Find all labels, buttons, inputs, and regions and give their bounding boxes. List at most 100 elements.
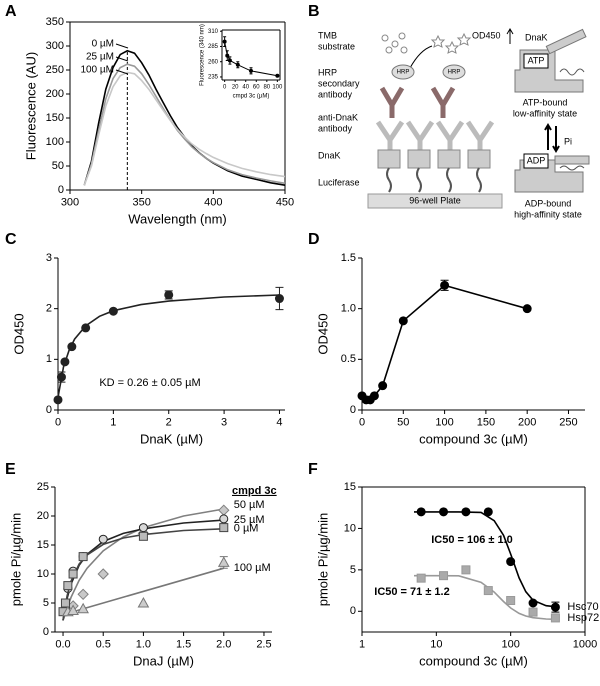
marker [77,588,89,601]
x-tick-label: 50 [397,417,409,429]
annotation: IC50 = 71 ± 1.2 [374,586,449,598]
diagram-label: antibody [318,123,353,133]
diagram-label: secondary [318,78,360,88]
panel-label: D [308,231,320,248]
y-tick-label: 15 [37,539,49,551]
x-tick-label: 0 [55,417,61,429]
x-tick-label: 0 [359,417,365,429]
marker [416,573,426,583]
hrp [442,64,466,80]
x-tick-label: 400 [204,197,222,209]
substrate [385,46,393,54]
x-tick-label: 250 [559,417,577,429]
substrate [398,32,406,40]
plate [367,193,503,209]
y-tick-label: 285 [208,44,219,50]
legend-title: cmpd 3c [232,485,277,497]
y-tick-label: 1.5 [341,252,356,264]
diagram-label: substrate [318,41,355,51]
legend-label: 0 µM [92,39,114,50]
panel-label: F [308,461,318,478]
legend-leader [115,56,129,62]
y-tick-label: 0.5 [341,353,356,365]
marker [108,306,118,316]
x-axis-label: compound 3c (µM) [419,431,528,446]
arrow [506,28,514,44]
x-axis-label: Wavelength (nm) [128,211,227,226]
diagram-label: Pi [564,136,572,146]
diagram-label: Luciferase [318,177,360,187]
x-tick-label: 0 [223,84,227,90]
product [444,40,460,54]
atp-box [523,53,549,69]
legend-label: Hsp72 [567,612,599,624]
diagram-label: HRP [397,70,410,76]
x-tick-label: 20 [232,84,239,90]
y-axis-label: pmole Pi/µg/min [315,513,330,606]
panel-label: C [5,231,17,248]
marker [138,523,148,533]
marker [68,569,78,579]
x-tick-label: 1 [359,639,365,651]
marker [67,604,79,616]
marker [219,514,229,524]
panel-label: A [5,3,17,20]
y-axis-label: Fluorescence (340 nm) [200,24,206,86]
x-tick-label: 350 [132,197,150,209]
x-tick-label: 150 [477,417,495,429]
legend-label: 50 µM [234,499,265,511]
diagram-label: HRP [318,67,337,77]
y-tick-label: 300 [46,40,64,52]
x-tick-label: 0.0 [55,639,70,651]
x-tick-label: 2.5 [256,639,271,651]
data-line [361,284,528,401]
product [456,32,472,46]
peptide [559,165,585,171]
x-tick-label: 100 [501,639,519,651]
marker [63,581,73,591]
y-tick-label: 10 [37,568,49,580]
antibodies: HRP HRP 96-well Plate [367,64,503,209]
x-tick-label: 60 [253,84,260,90]
marker [53,395,63,405]
marker [369,391,379,401]
x-tick-label: 80 [263,84,270,90]
marker [440,280,450,290]
fit-line [62,567,225,616]
marker [378,381,388,391]
legend-leader [115,69,129,75]
legend-label: 25 µM [86,52,114,63]
marker [60,357,70,367]
diagram-label: ADP-bound [525,198,572,208]
y-axis-label: OD450 [11,313,26,354]
diagram-label: 96-well Plate [409,195,461,205]
y-tick-label: 150 [46,112,64,124]
y-tick-label: 3 [46,252,52,264]
marker [77,602,89,614]
hrp [391,64,415,80]
marker [164,290,174,300]
y-tick-label: 250 [46,64,64,76]
marker [550,613,560,623]
data-line [83,71,286,186]
lid [545,28,587,55]
marker [483,507,493,517]
y-tick-label: 0 [350,605,356,617]
diagram-label: low-affinity state [513,108,577,118]
y-tick-label: 2 [46,303,52,315]
y-tick-label: 350 [46,16,64,28]
x-tick-label: 100 [435,417,453,429]
x-tick-label: 300 [61,197,79,209]
diagram-label: anti-DnaK [318,112,358,122]
y-tick-label: 5 [43,597,49,609]
peptide [559,68,585,76]
product [430,34,446,48]
fit-line [62,508,224,621]
diagram-label: high-affinity state [514,209,582,219]
marker [137,596,150,608]
anti-dnak-antibody [375,120,495,150]
diagram-label: TMB [318,30,337,40]
substrate [381,34,389,42]
panel-label: B [308,3,320,20]
legend-leader [115,43,129,49]
